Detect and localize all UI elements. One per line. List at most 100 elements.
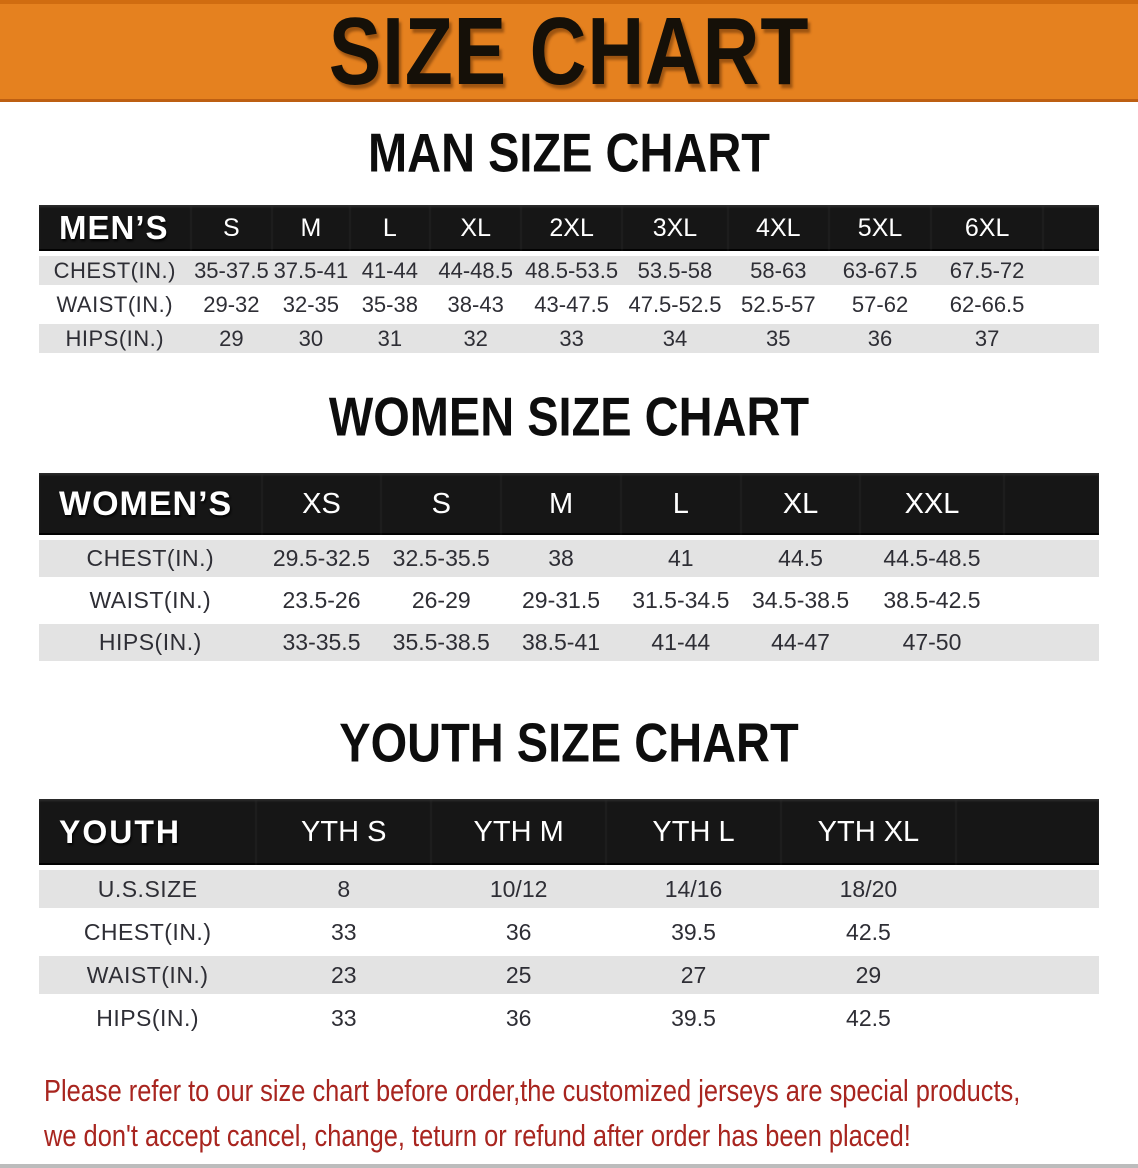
size-column-header: M xyxy=(272,205,350,251)
cell-value: 41 xyxy=(620,540,741,577)
cell-value: 41-44 xyxy=(349,256,431,285)
cell-value: 23 xyxy=(256,956,432,994)
size-column-header: XS xyxy=(261,473,382,535)
cell-value: 34.5-38.5 xyxy=(740,582,861,619)
filler-cell xyxy=(1003,624,1099,661)
cell-value: 48.5-53.5 xyxy=(521,256,622,285)
table-row: WAIST(IN.) 23 25 27 29 xyxy=(39,956,1099,994)
cell-value: 42.5 xyxy=(780,999,956,1037)
table-header-row: MEN’S S M L XL 2XL 3XL 4XL 5XL 6XL xyxy=(39,205,1099,251)
table-row: HIPS(IN.) 33-35.5 35.5-38.5 38.5-41 41-44 44-… xyxy=(39,624,1099,661)
table-row: CHEST(IN.) 35-37.5 37.5-41 41-44 44-48.5 48.5… xyxy=(39,256,1099,285)
table-header-row: YOUTH YTH S YTH M YTH L YTH XL xyxy=(39,799,1099,865)
size-column-header: L xyxy=(349,205,431,251)
size-column-header: 5XL xyxy=(828,205,932,251)
footer-notice: Please refer to our size chart before or… xyxy=(0,1068,1138,1158)
cell-value: 35.5-38.5 xyxy=(381,624,502,661)
cell-value: 38.5-41 xyxy=(501,624,621,661)
cell-value: 32-35 xyxy=(272,290,350,319)
filler-cell xyxy=(1042,324,1099,353)
youth-size-section: YOUTH SIZE CHART YOUTH YTH S YTH M YTH L YTH… xyxy=(0,715,1138,1042)
cell-value: 8 xyxy=(256,870,432,908)
size-column-header: 3XL xyxy=(621,205,728,251)
women-section-heading: WOMEN SIZE CHART xyxy=(328,386,810,448)
table-row: WAIST(IN.) 29-32 32-35 35-38 38-43 43-47.5 47.… xyxy=(39,290,1099,319)
filler-cell xyxy=(1042,205,1099,251)
filler-cell xyxy=(1042,256,1099,285)
row-label: WAIST(IN.) xyxy=(39,956,257,994)
cell-value: 29 xyxy=(190,324,273,353)
filler-cell xyxy=(955,913,1099,951)
size-column-header: 2XL xyxy=(521,205,622,251)
cell-value: 32.5-35.5 xyxy=(381,540,502,577)
row-label: WAIST(IN.) xyxy=(39,582,262,619)
size-column-header: XL xyxy=(430,205,522,251)
cell-value: 29-32 xyxy=(190,290,273,319)
size-column-header: XL xyxy=(740,473,861,535)
row-label: U.S.SIZE xyxy=(39,870,257,908)
cell-value: 39.5 xyxy=(606,999,781,1037)
cell-value: 34 xyxy=(621,324,728,353)
cell-value: 29 xyxy=(780,956,956,994)
cell-value: 27 xyxy=(606,956,781,994)
filler-cell xyxy=(1042,290,1099,319)
size-column-header: S xyxy=(190,205,273,251)
cell-value: 38 xyxy=(501,540,621,577)
men-size-table: MEN’S S M L XL 2XL 3XL 4XL 5XL 6XL CHEST(IN.) 35-3… xyxy=(39,200,1099,358)
cell-value: 10/12 xyxy=(431,870,607,908)
size-column-header: YTH XL xyxy=(780,799,956,865)
row-label: HIPS(IN.) xyxy=(39,324,191,353)
notice-line-2: we don't accept cancel, change, teturn o… xyxy=(44,1118,911,1153)
cell-value: 37.5-41 xyxy=(272,256,350,285)
cell-value: 57-62 xyxy=(828,290,932,319)
cell-value: 33 xyxy=(256,999,432,1037)
cell-value: 44.5 xyxy=(740,540,861,577)
table-row: HIPS(IN.) 33 36 39.5 42.5 xyxy=(39,999,1099,1037)
cell-value: 14/16 xyxy=(606,870,781,908)
size-column-header: XXL xyxy=(860,473,1004,535)
cell-value: 67.5-72 xyxy=(931,256,1043,285)
cell-value: 47-50 xyxy=(860,624,1004,661)
cell-value: 30 xyxy=(272,324,350,353)
cell-value: 44-47 xyxy=(740,624,861,661)
filler-cell xyxy=(1003,540,1099,577)
filler-cell xyxy=(955,799,1099,865)
filler-cell xyxy=(1003,473,1099,535)
cell-value: 36 xyxy=(431,913,607,951)
cell-value: 39.5 xyxy=(606,913,781,951)
cell-value: 31 xyxy=(349,324,431,353)
cell-value: 18/20 xyxy=(780,870,956,908)
filler-cell xyxy=(955,870,1099,908)
cell-value: 37 xyxy=(931,324,1043,353)
filler-cell xyxy=(1003,582,1099,619)
cell-value: 29.5-32.5 xyxy=(261,540,382,577)
cell-value: 44-48.5 xyxy=(430,256,522,285)
cell-value: 33-35.5 xyxy=(261,624,382,661)
table-row: HIPS(IN.) 29 30 31 32 33 34 35 36 37 xyxy=(39,324,1099,353)
row-label: CHEST(IN.) xyxy=(39,540,262,577)
cell-value: 35-37.5 xyxy=(190,256,273,285)
filler-cell xyxy=(955,956,1099,994)
cell-value: 58-63 xyxy=(727,256,829,285)
table-row: CHEST(IN.) 29.5-32.5 32.5-35.5 38 41 44.5 44.5… xyxy=(39,540,1099,577)
size-column-header: YTH S xyxy=(256,799,432,865)
women-size-section: WOMEN SIZE CHART WOMEN’S XS S M L XL XXL CHEST… xyxy=(0,386,1138,666)
size-column-header: M xyxy=(501,473,621,535)
size-column-header: S xyxy=(381,473,502,535)
table-row: WAIST(IN.) 23.5-26 26-29 29-31.5 31.5-34.5 34… xyxy=(39,582,1099,619)
cell-value: 63-67.5 xyxy=(828,256,932,285)
size-column-header: 6XL xyxy=(931,205,1043,251)
cell-value: 43-47.5 xyxy=(521,290,622,319)
cell-value: 41-44 xyxy=(620,624,741,661)
table-row: CHEST(IN.) 33 36 39.5 42.5 xyxy=(39,913,1099,951)
row-label: WAIST(IN.) xyxy=(39,290,191,319)
cell-value: 36 xyxy=(431,999,607,1037)
table-group-label: WOMEN’S xyxy=(39,473,262,535)
cell-value: 44.5-48.5 xyxy=(860,540,1004,577)
cell-value: 47.5-52.5 xyxy=(621,290,728,319)
youth-size-table: YOUTH YTH S YTH M YTH L YTH XL U.S.SIZE 8 10/1… xyxy=(39,794,1099,1042)
size-column-header: L xyxy=(620,473,741,535)
table-group-label: MEN’S xyxy=(39,205,191,251)
women-size-table: WOMEN’S XS S M L XL XXL CHEST(IN.) 29.5-32.5 32.… xyxy=(39,468,1099,666)
